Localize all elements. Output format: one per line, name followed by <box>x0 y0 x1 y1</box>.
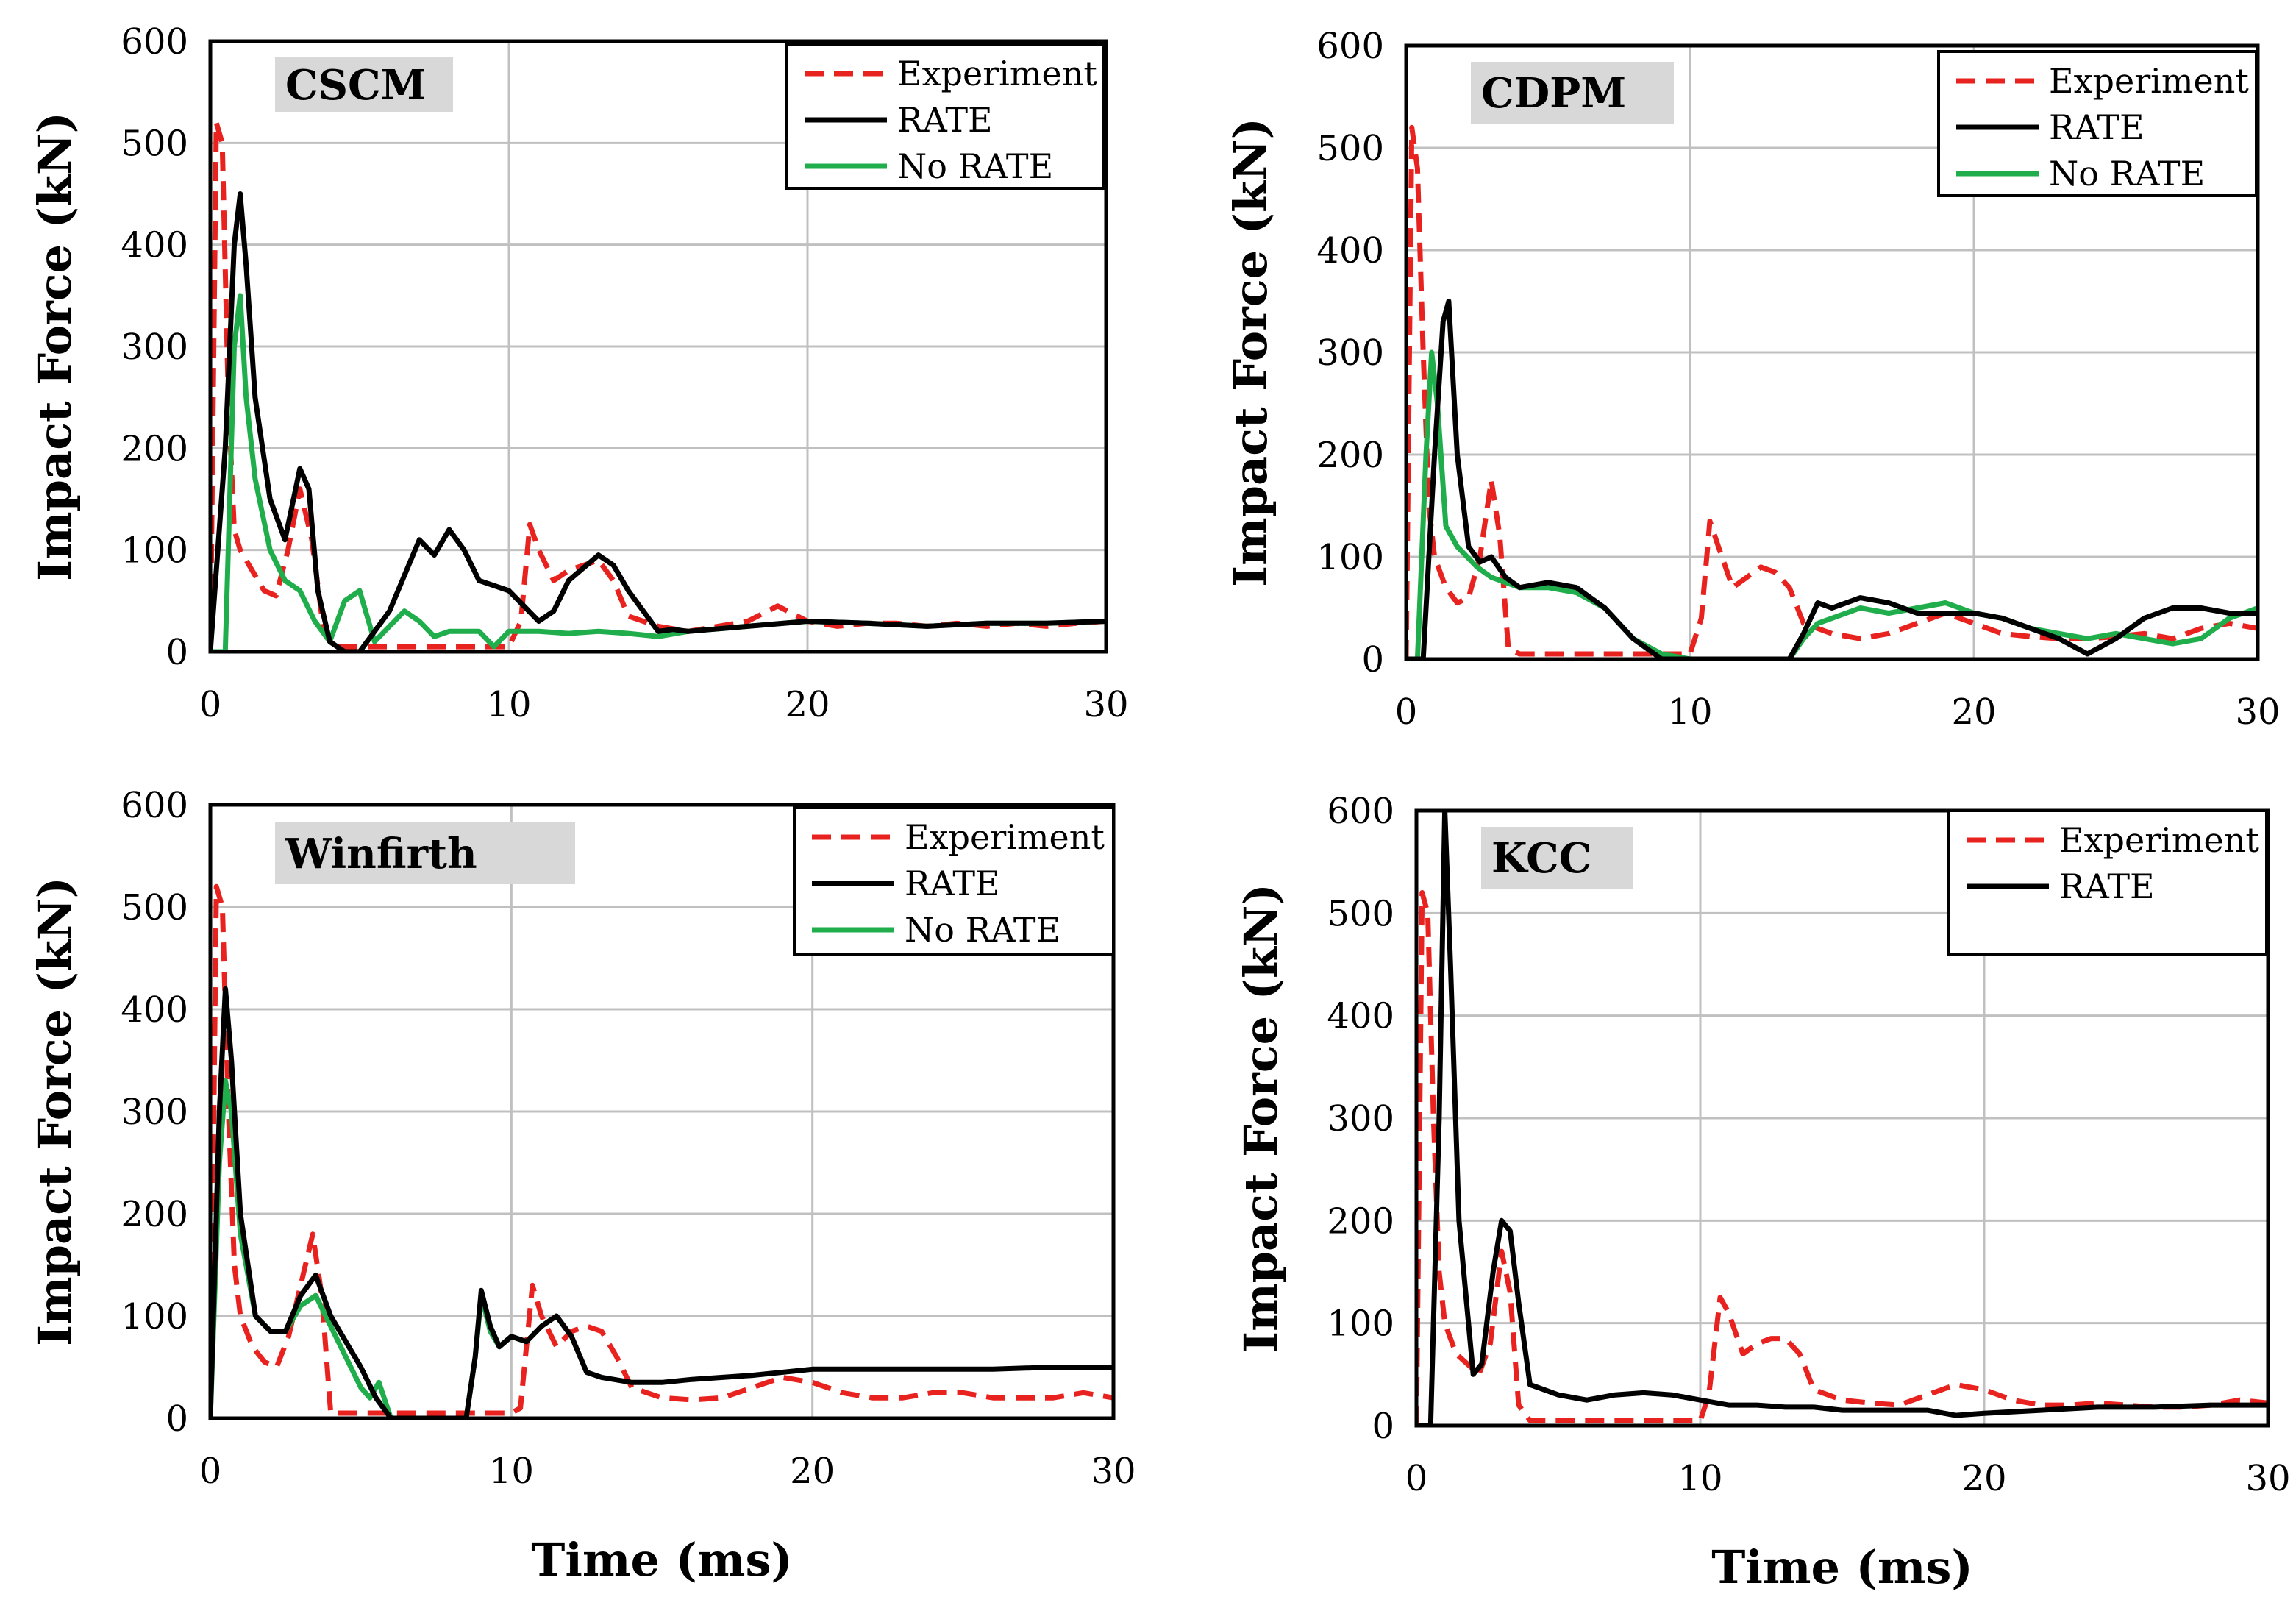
series-line-no-rate <box>1406 349 2258 659</box>
y-tick-label: 500 <box>121 887 188 928</box>
x-tick-label: 10 <box>486 684 531 725</box>
x-tick-label: 20 <box>1961 1458 2006 1499</box>
y-tick-label: 200 <box>121 1194 188 1235</box>
series-line-experiment <box>210 120 1106 652</box>
chart-title-box <box>275 57 453 112</box>
legend-label-rate: RATE <box>897 100 993 140</box>
y-tick-label: 300 <box>121 1092 188 1133</box>
series-line-rate <box>210 986 1113 1418</box>
series-line-experiment <box>1406 124 2258 659</box>
x-tick-label: 10 <box>489 1451 534 1492</box>
x-axis-label: Time (ms) <box>1711 1540 1973 1594</box>
legend-label-experiment: Experiment <box>897 54 1097 93</box>
y-tick-label: 400 <box>121 225 188 266</box>
legend-label-experiment: Experiment <box>2049 61 2249 101</box>
x-tick-label: 0 <box>1395 691 1418 733</box>
plot-frame <box>208 39 1108 654</box>
y-tick-label: 100 <box>1316 537 1384 578</box>
x-axis-label: Time (ms) <box>531 1533 793 1587</box>
series-line-no-rate <box>210 1078 527 1418</box>
y-axis-label: Impact Force (kN) <box>28 112 82 581</box>
y-tick-label: 0 <box>1372 1406 1394 1447</box>
series-line-rate <box>1416 811 2268 1426</box>
chart-title: Winfirth <box>285 830 477 878</box>
panel-cscm: 0 100 200 300 400 500 600 0 10 20 30 Impact Force (… <box>28 21 1129 725</box>
x-tick-label: 0 <box>199 684 222 725</box>
y-tick-label: 400 <box>1316 230 1384 271</box>
y-tick-label: 500 <box>121 123 188 164</box>
y-tick-label: 500 <box>1316 128 1384 169</box>
legend-box <box>1947 809 2268 956</box>
y-tick-label: 500 <box>1327 893 1394 934</box>
y-tick-label: 300 <box>121 327 188 368</box>
y-axis-label: Impact Force (kN) <box>1224 118 1277 587</box>
x-tick-label: 30 <box>2235 691 2280 733</box>
y-tick-label: 300 <box>1327 1098 1394 1139</box>
series-line-rate <box>1406 299 2258 659</box>
legend-label-rate: RATE <box>2059 867 2155 906</box>
chart-title: CSCM <box>285 61 427 110</box>
series-line-rate <box>210 191 1106 652</box>
legend-label-experiment: Experiment <box>2059 820 2259 860</box>
y-tick-label: 400 <box>1327 996 1394 1037</box>
x-tick-label: 30 <box>1091 1451 1135 1492</box>
y-tick-label: 200 <box>1316 435 1384 476</box>
chart-title-box <box>1481 827 1633 889</box>
series-line-no-rate <box>210 293 1106 652</box>
legend-label-rate: RATE <box>2049 107 2145 147</box>
legend-label-no-rate: No RATE <box>905 910 1060 950</box>
y-tick-label: 100 <box>121 1296 188 1337</box>
y-tick-label: 600 <box>1316 26 1384 67</box>
y-tick-label: 200 <box>121 428 188 469</box>
series-line-experiment <box>210 883 1113 1418</box>
y-tick-label: 600 <box>121 785 188 826</box>
panel-winfirth: 0 100 200 300 400 500 600 0 10 20 30 Impact Force (… <box>28 785 1136 1587</box>
legend-label-rate: RATE <box>905 864 1000 903</box>
y-axis-label: Impact Force (kN) <box>1234 883 1288 1353</box>
x-tick-label: 20 <box>1951 691 1996 733</box>
y-tick-label: 200 <box>1327 1201 1394 1242</box>
series-line-experiment <box>1416 890 2268 1426</box>
x-tick-label: 10 <box>1667 691 1712 733</box>
y-tick-label: 300 <box>1316 332 1384 374</box>
y-tick-label: 600 <box>121 21 188 63</box>
plot-frame <box>208 803 1116 1420</box>
x-tick-label: 20 <box>785 684 830 725</box>
chart-title-box <box>275 822 575 884</box>
legend-label-no-rate: No RATE <box>2049 154 2205 193</box>
legend-label-experiment: Experiment <box>905 817 1105 857</box>
plot-frame <box>1404 43 2260 661</box>
y-tick-label: 400 <box>121 989 188 1031</box>
y-tick-label: 0 <box>165 1398 188 1440</box>
y-tick-label: 100 <box>121 530 188 572</box>
chart-title: KCC <box>1491 834 1591 883</box>
y-axis-label: Impact Force (kN) <box>28 877 82 1346</box>
y-tick-label: 0 <box>1361 639 1384 680</box>
y-tick-label: 0 <box>165 632 188 673</box>
chart-title-box <box>1471 62 1674 124</box>
plot-frame <box>1414 808 2270 1428</box>
x-tick-label: 20 <box>790 1451 835 1492</box>
chart-title: CDPM <box>1481 69 1626 118</box>
panel-kcc: 0 100 200 300 400 500 600 0 10 20 30 Impact Force (… <box>1234 791 2291 1594</box>
x-tick-label: 30 <box>1083 684 1128 725</box>
y-tick-label: 600 <box>1327 791 1394 832</box>
x-tick-label: 0 <box>1405 1458 1428 1499</box>
x-tick-label: 0 <box>199 1451 222 1492</box>
x-tick-label: 10 <box>1678 1458 1722 1499</box>
panel-cdpm: 0 100 200 300 400 500 600 0 10 20 30 Impact Force (… <box>1224 26 2281 733</box>
y-tick-label: 100 <box>1327 1304 1394 1345</box>
legend-label-no-rate: No RATE <box>897 146 1053 186</box>
x-tick-label: 30 <box>2245 1458 2290 1499</box>
